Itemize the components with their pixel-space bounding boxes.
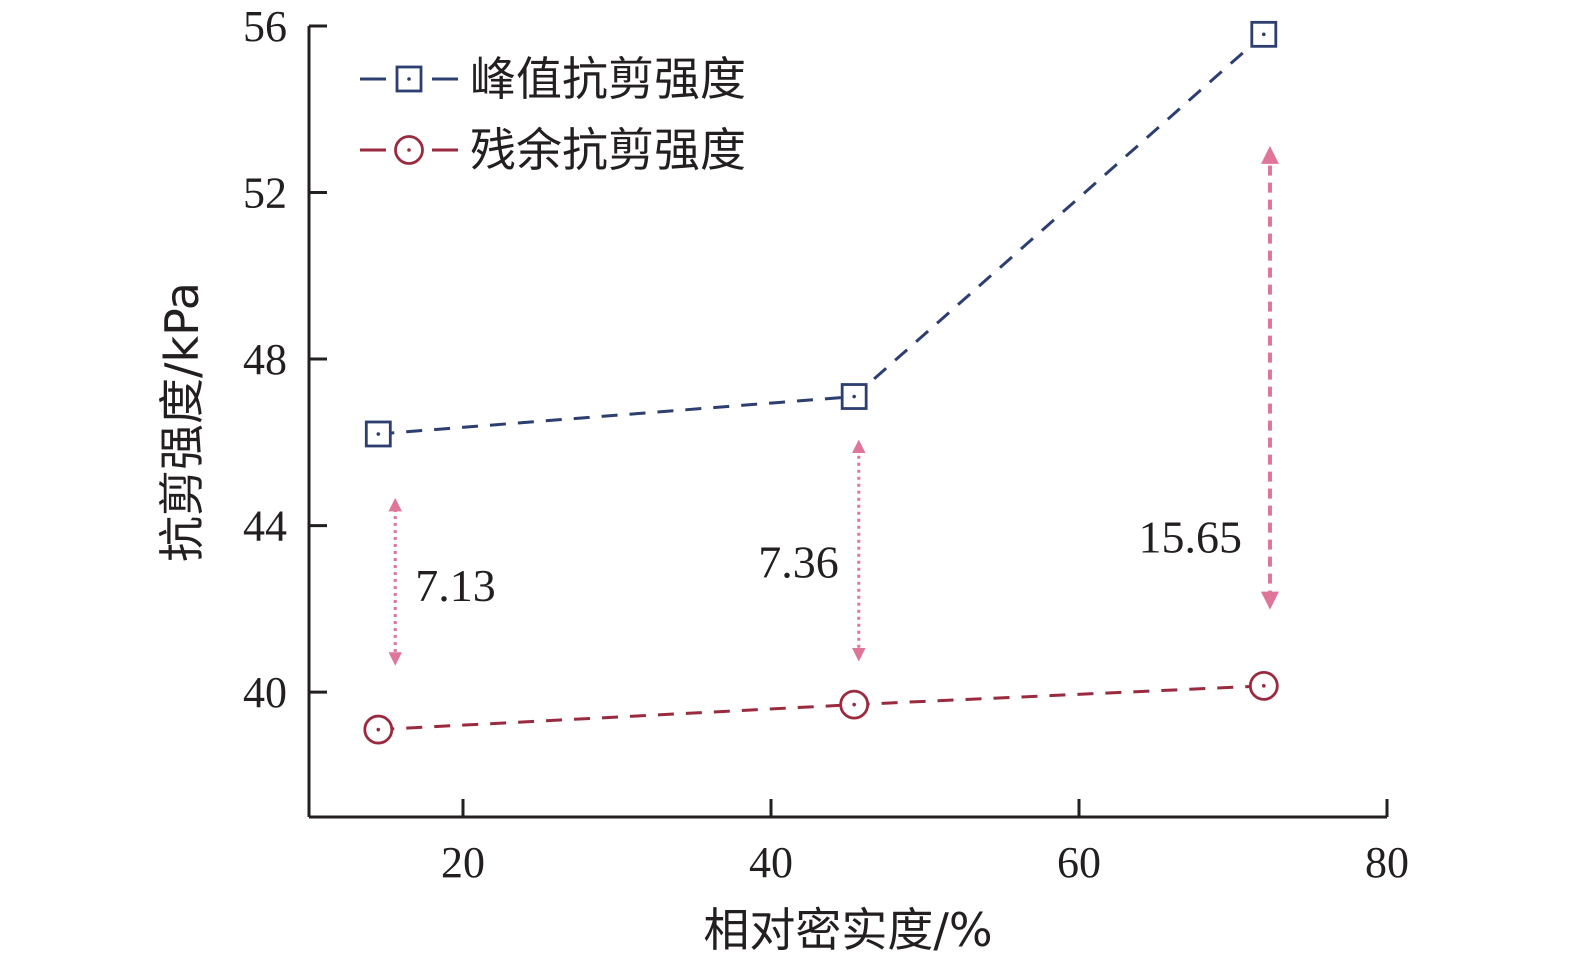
annotation-layer: 7.13 7.36 15.65 bbox=[388, 145, 1279, 666]
y-tick-label: 56 bbox=[243, 2, 287, 51]
legend-item-circle: 残余抗剪强度 bbox=[360, 123, 746, 177]
difference-annotation: 7.13 bbox=[388, 497, 496, 666]
difference-label: 15.65 bbox=[1138, 512, 1242, 563]
data-point bbox=[840, 383, 868, 410]
x-axis-title: 相对密实度/% bbox=[703, 903, 992, 957]
y-axis-title: 抗剪强度/kPa bbox=[155, 282, 209, 562]
legend-item-square: 峰值抗剪强度 bbox=[360, 52, 746, 106]
y-tick-label: 52 bbox=[243, 169, 287, 218]
legend-label: 峰值抗剪强度 bbox=[470, 52, 746, 106]
y-tick-label: 40 bbox=[243, 668, 287, 717]
legend-marker-center-dot bbox=[407, 148, 411, 152]
legend-label: 残余抗剪强度 bbox=[470, 123, 746, 177]
y-tick-label: 48 bbox=[243, 335, 287, 384]
data-point-center-dot bbox=[1262, 684, 1266, 688]
series-square bbox=[364, 20, 1278, 448]
y-tick-label: 44 bbox=[243, 502, 287, 551]
legend-marker-center-dot bbox=[407, 77, 411, 81]
data-point-center-dot bbox=[376, 727, 381, 732]
x-tick-label: 20 bbox=[441, 838, 485, 887]
data-point-center-dot bbox=[852, 702, 856, 707]
difference-annotation: 15.65 bbox=[1138, 145, 1279, 610]
x-tick-label: 60 bbox=[1057, 838, 1101, 887]
series-circle bbox=[363, 670, 1279, 745]
difference-label: 7.36 bbox=[758, 536, 839, 587]
data-point-center-dot bbox=[1262, 32, 1266, 37]
difference-label: 7.13 bbox=[415, 560, 496, 611]
data-point-center-dot bbox=[376, 432, 381, 436]
legend-marker bbox=[395, 65, 423, 93]
data-point-center-dot bbox=[852, 394, 856, 399]
difference-annotation: 7.36 bbox=[758, 439, 866, 662]
x-tick-label: 40 bbox=[749, 838, 793, 887]
series-layer bbox=[363, 20, 1279, 745]
series-line bbox=[378, 684, 1264, 732]
x-tick-label: 80 bbox=[1365, 838, 1409, 887]
axes: 40 44 48 52 56 20 40 60 80 bbox=[243, 2, 1409, 887]
